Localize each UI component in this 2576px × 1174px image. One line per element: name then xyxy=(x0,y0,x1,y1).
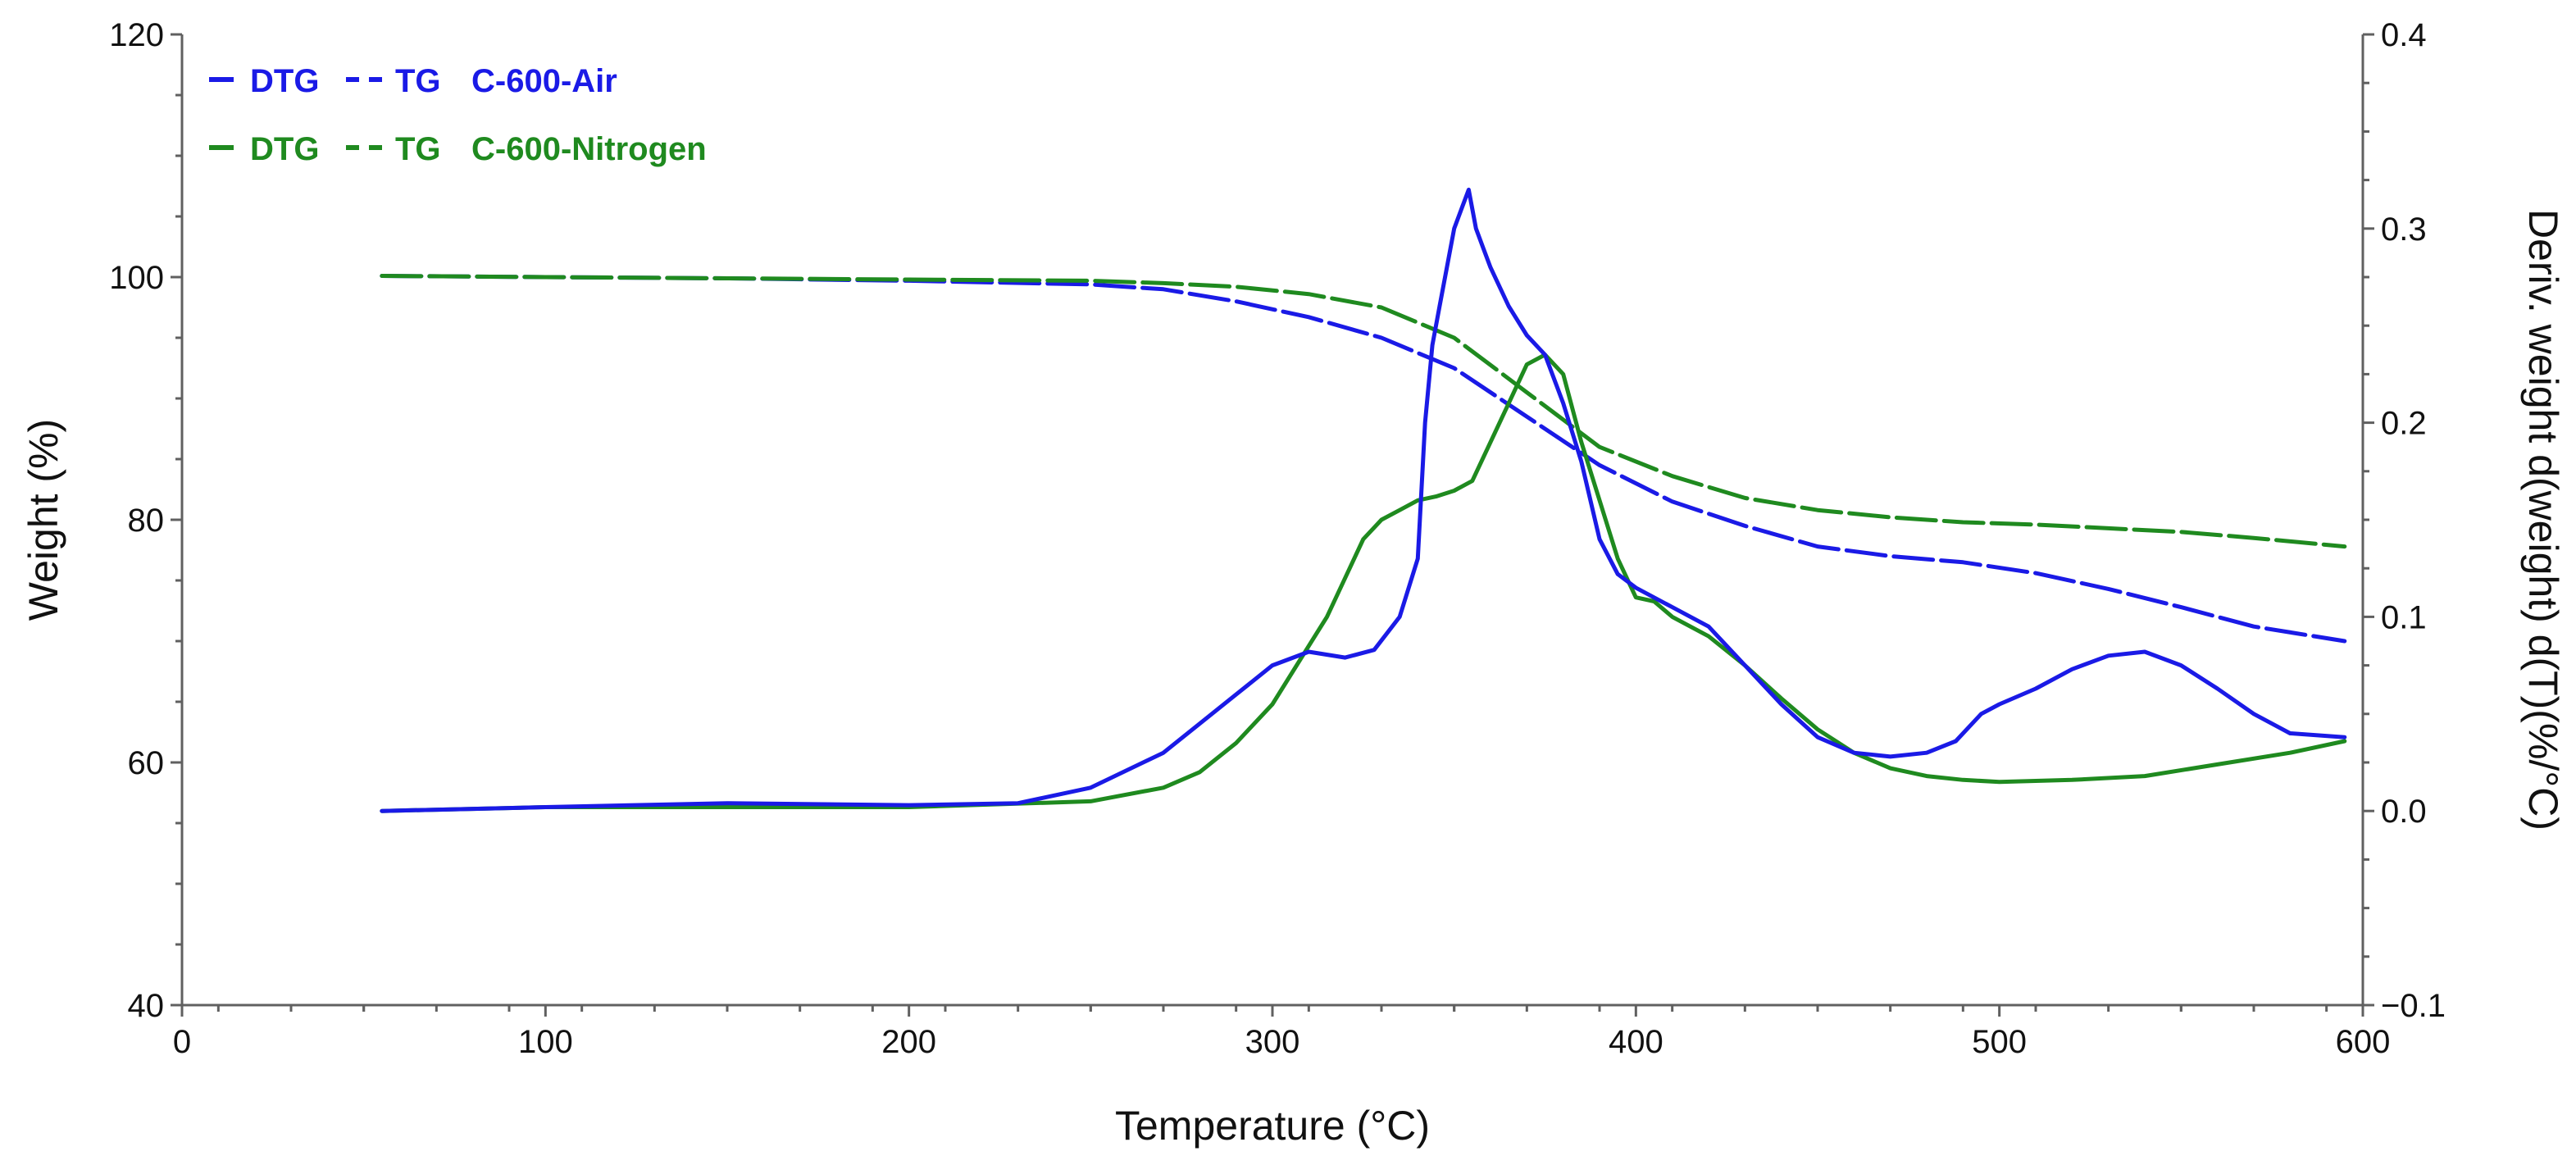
y-left-tick-label: 120 xyxy=(109,17,164,53)
legend: DTG TG C-600-Air DTG TG C-600-Nitrogen xyxy=(209,63,707,167)
y-axis-left-title: Weight (%) xyxy=(20,419,66,621)
x-axis-title: Temperature (°C) xyxy=(1115,1103,1430,1149)
legend-air-dtg-label: DTG xyxy=(250,63,319,99)
legend-nitrogen-dtg-label: DTG xyxy=(250,131,319,167)
x-tick-label: 400 xyxy=(1609,1024,1663,1060)
series-tg-c-600-nitrogen xyxy=(380,274,2347,549)
x-tick-label: 100 xyxy=(518,1024,573,1060)
y-right-tick-label: 0.0 xyxy=(2381,794,2427,830)
legend-group-air: DTG TG C-600-Air xyxy=(209,63,617,99)
y-right-tick-label: 0.1 xyxy=(2381,599,2427,635)
y-left-tick-label: 60 xyxy=(128,745,165,781)
y-right-tick-label: −0.1 xyxy=(2381,988,2446,1024)
legend-air-group-label: C-600-Air xyxy=(471,63,617,99)
legend-nitrogen-group-label: C-600-Nitrogen xyxy=(471,131,707,167)
y-right-tick-label: 0.4 xyxy=(2381,17,2427,53)
x-tick-label: 300 xyxy=(1245,1024,1300,1060)
y-right-tick-label: 0.3 xyxy=(2381,212,2427,248)
y-right-tick-label: 0.2 xyxy=(2381,406,2427,442)
y-left-tick-label: 80 xyxy=(128,503,165,539)
y-left-tick-label: 40 xyxy=(128,988,165,1024)
x-tick-label: 600 xyxy=(2336,1024,2391,1060)
legend-group-nitrogen: DTG TG C-600-Nitrogen xyxy=(209,131,707,167)
x-tick-label: 0 xyxy=(173,1024,191,1060)
legend-air-tg-label: TG xyxy=(395,63,441,99)
series-dtg-c-600-nitrogen xyxy=(380,353,2347,813)
y-axis-right-title: Deriv. weight d(weight) d(T)(%/°C) xyxy=(2520,209,2566,830)
y-left-tick-label: 100 xyxy=(109,260,164,296)
plot-area xyxy=(180,34,2364,1007)
series-dtg-c-600-air xyxy=(380,187,2347,813)
series-layer xyxy=(380,187,2347,813)
ticks-layer: 0 100 200 300 400 500 600 40 60 80 100 120 −0.1 0.0 0.… xyxy=(109,17,2446,1060)
legend-nitrogen-tg-label: TG xyxy=(395,131,441,167)
series-tg-c-600-air xyxy=(380,274,2347,644)
x-tick-label: 200 xyxy=(881,1024,936,1060)
x-tick-label: 500 xyxy=(1972,1024,2027,1060)
